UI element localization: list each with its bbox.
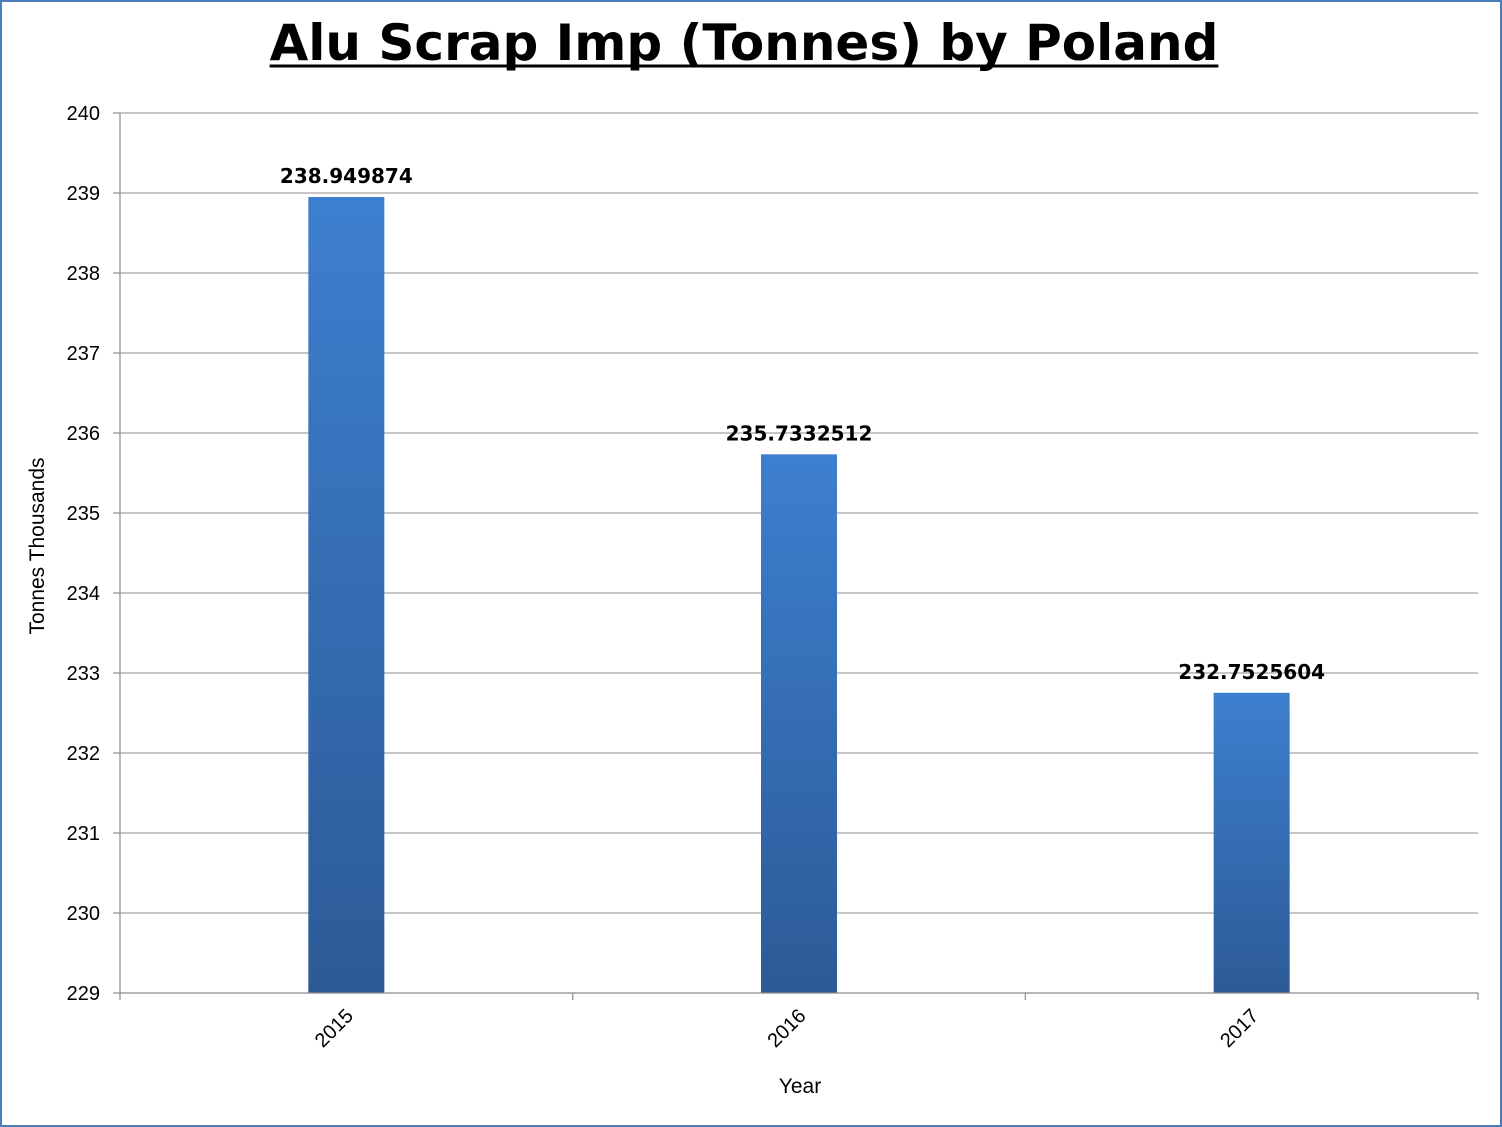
x-tick-label-2016: 2016 (764, 1005, 811, 1052)
data-label-2016: 235.7332512 (726, 421, 873, 445)
y-tick-label: 233 (67, 663, 100, 685)
data-labels: 238.949874 235.7332512 232.7525604 (280, 164, 1325, 684)
y-tick-label: 230 (67, 903, 100, 925)
data-label-2017: 232.7525604 (1178, 660, 1325, 684)
y-tick-label: 232 (67, 743, 100, 765)
data-label-2015: 238.949874 (280, 164, 413, 188)
y-tick-label: 231 (67, 823, 100, 845)
y-tick-label: 238 (67, 263, 100, 285)
x-axis-ticks: 2015 2016 2017 (119, 993, 1479, 1052)
y-tick-label: 234 (67, 583, 100, 605)
y-tick-label: 240 (67, 103, 100, 125)
bar-2015 (308, 197, 385, 994)
y-axis-label: Tonnes Thousands (26, 457, 49, 634)
y-tick-label: 235 (67, 503, 100, 525)
chart-title: Alu Scrap Imp (Tonnes) by Poland (270, 14, 1219, 72)
x-tick-label-2017: 2017 (1216, 1005, 1263, 1052)
y-axis-ticks: 229 230 231 232 233 234 235 236 237 238 239 240 (67, 103, 120, 1005)
bar-2017 (1213, 692, 1290, 993)
x-tick-label-2015: 2015 (311, 1005, 358, 1052)
bar-2016 (761, 454, 837, 993)
y-tick-label: 239 (67, 183, 100, 205)
y-tick-label: 229 (67, 983, 100, 1005)
y-tick-label: 237 (67, 343, 100, 365)
bars (308, 197, 1290, 994)
y-tick-label: 236 (67, 423, 100, 445)
x-axis-label: Year (779, 1075, 821, 1098)
